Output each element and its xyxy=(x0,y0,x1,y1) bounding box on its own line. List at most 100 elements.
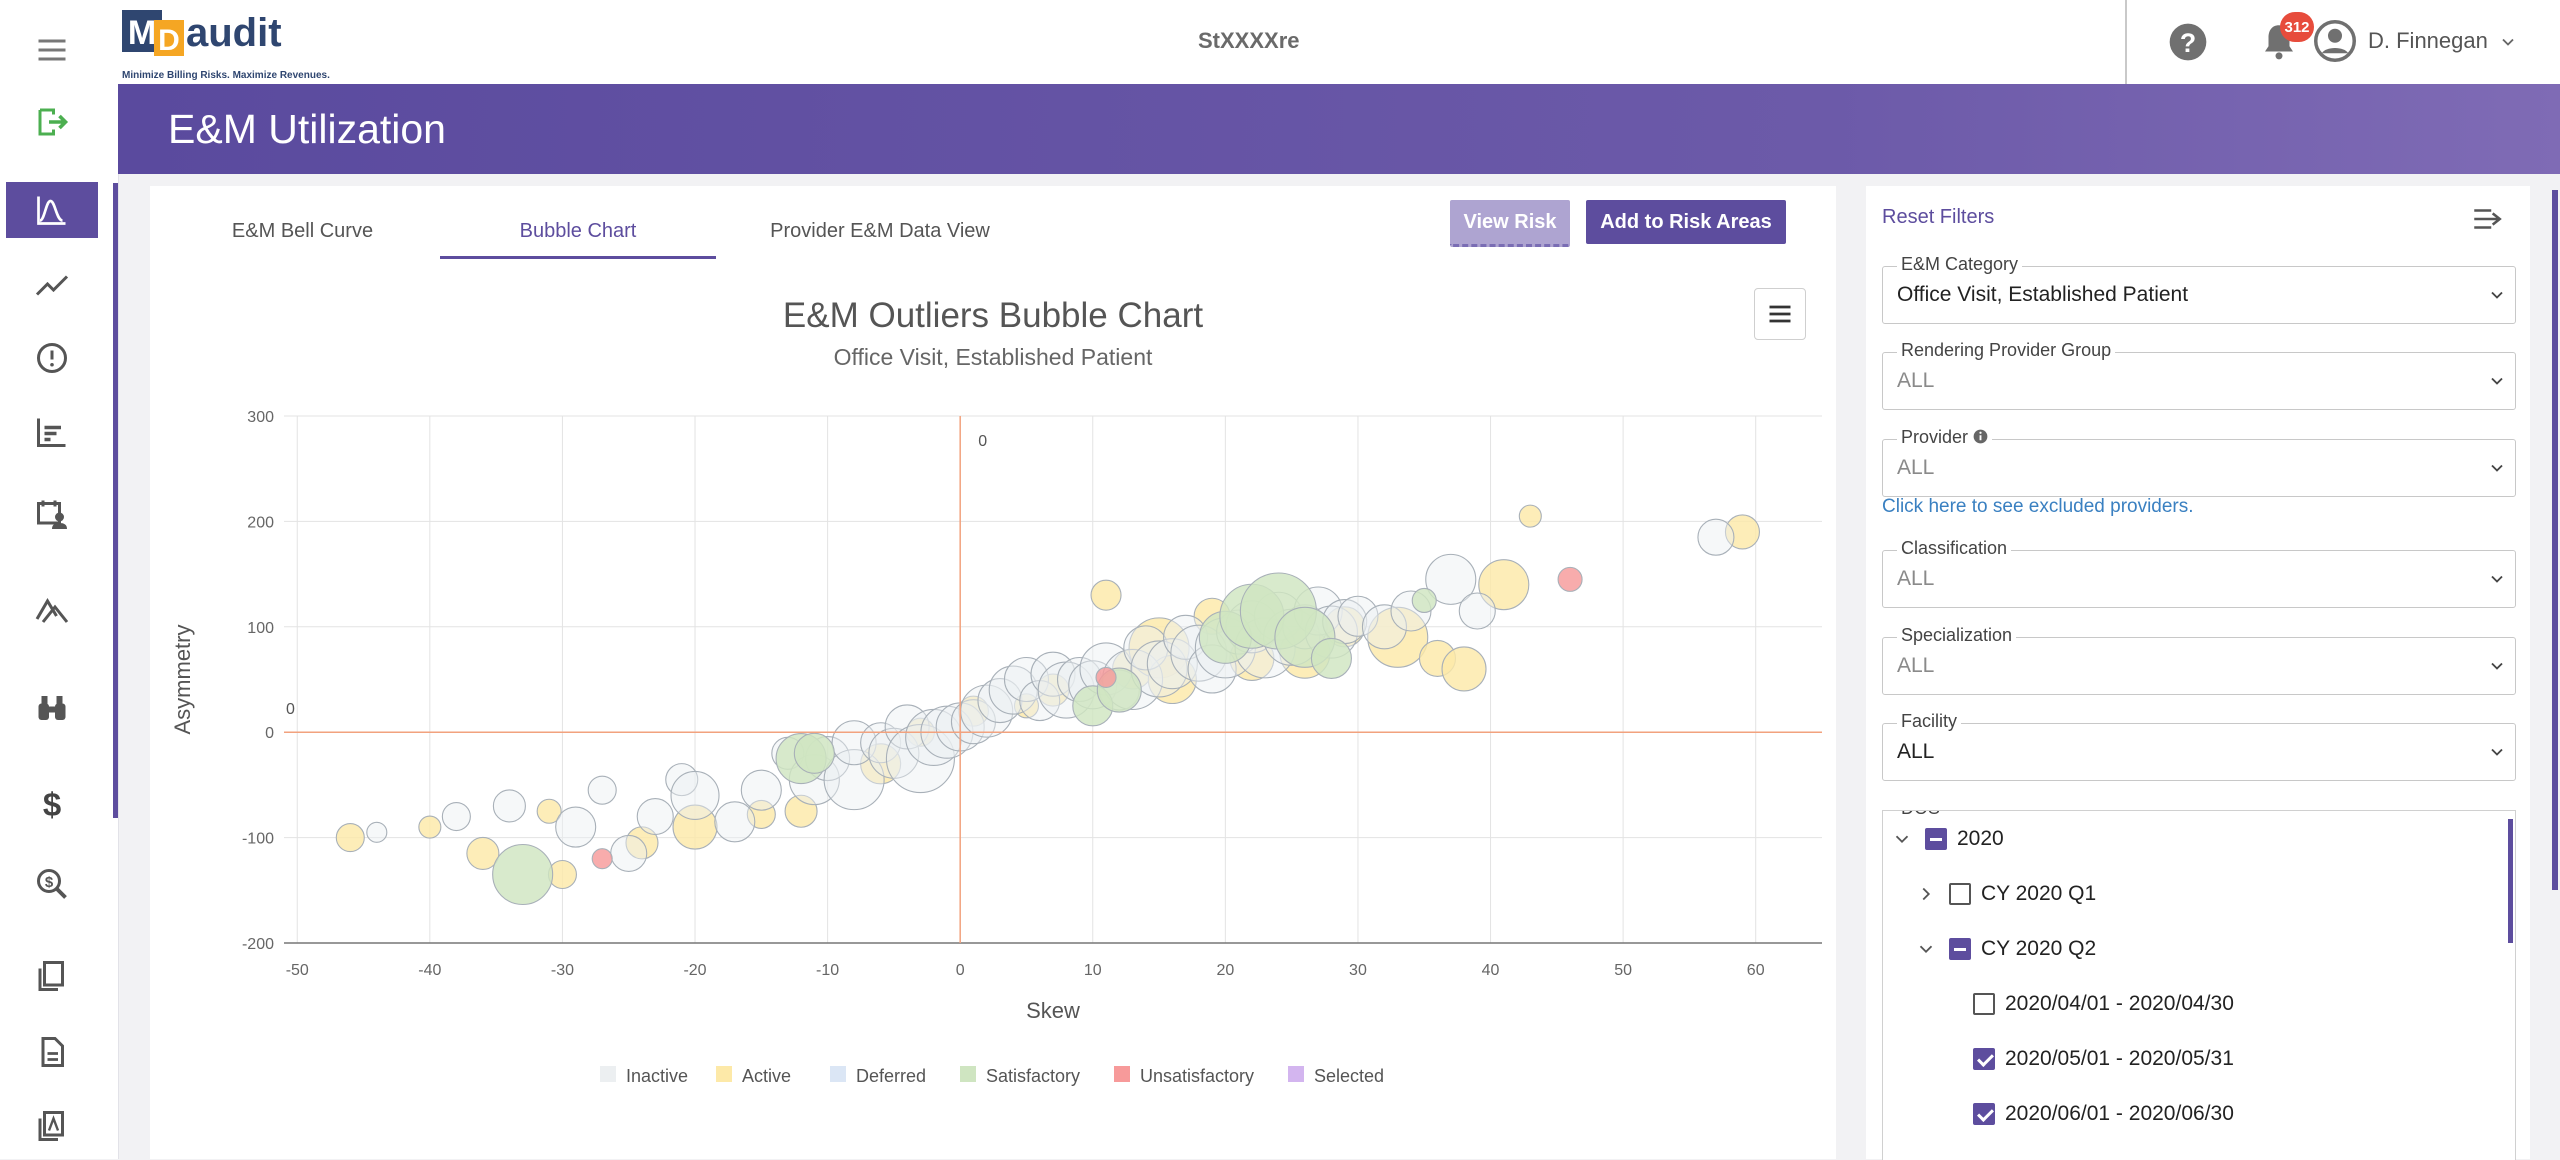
checkbox-cy-2020-q1[interactable] xyxy=(1949,883,1971,905)
svg-text:D: D xyxy=(158,24,180,57)
chevron-right-icon[interactable] xyxy=(1915,883,1937,905)
checkbox-cy-2020-q2[interactable] xyxy=(1949,938,1971,960)
bubble-inactive xyxy=(885,723,955,794)
specialization-select[interactable]: Specialization ALL xyxy=(1882,625,2516,695)
em-category-select[interactable]: E&M Category Office Visit, Established P… xyxy=(1882,254,2516,324)
tree-label-month: 2020/06/01 - 2020/06/30 xyxy=(2005,1102,2234,1125)
trend-line-icon[interactable] xyxy=(6,256,98,312)
legend-item: Active xyxy=(716,1066,791,1086)
svg-text:Minimize Billing Risks. Maximi: Minimize Billing Risks. Maximize Revenue… xyxy=(122,70,330,80)
tab-provider-em-data-view[interactable]: Provider E&M Data View xyxy=(770,219,990,242)
legend-item: Deferred xyxy=(830,1066,926,1086)
rendering-provider-group-label: Rendering Provider Group xyxy=(1897,340,2116,361)
add-to-risk-areas-button[interactable]: Add to Risk Areas xyxy=(1586,200,1786,244)
reset-filters-link[interactable]: Reset Filters xyxy=(1882,206,1995,228)
hamburger-icon xyxy=(1769,305,1791,323)
chevron-down-icon xyxy=(2491,377,2503,385)
bubble-active xyxy=(1518,504,1542,528)
provider-select[interactable]: Provider ALL xyxy=(1882,427,2516,497)
chart-subtitle: Office Visit, Established Patient xyxy=(833,344,1153,370)
user-avatar-icon[interactable] xyxy=(2314,20,2356,62)
bubble-inactive xyxy=(636,797,674,836)
y-tick-label: -100 xyxy=(242,831,274,848)
bubble-inactive xyxy=(1697,518,1735,556)
classification-select[interactable]: Classification ALL xyxy=(1882,538,2516,608)
bubble-active xyxy=(466,836,500,870)
rendering-provider-group-select[interactable]: Rendering Provider Group ALL xyxy=(1882,340,2516,410)
tree-node-month[interactable]: 2020/05/01 - 2020/05/31 xyxy=(1973,1047,2234,1071)
x-tick-label: 20 xyxy=(1216,962,1234,979)
bell-curve-icon[interactable] xyxy=(6,182,98,238)
collapse-panel-icon[interactable] xyxy=(2470,202,2504,236)
excluded-providers-link[interactable]: Click here to see excluded providers. xyxy=(1882,496,2194,517)
legend-label: Selected xyxy=(1314,1066,1384,1086)
mdaudit-logo[interactable]: M D audit Minimize Billing Risks. Maximi… xyxy=(120,6,340,81)
calendar-user-icon[interactable] xyxy=(6,486,98,542)
rendering-provider-group-value: ALL xyxy=(1897,369,1935,392)
tab-em-bell-curve[interactable]: E&M Bell Curve xyxy=(231,219,374,242)
help-icon[interactable]: ? xyxy=(2168,22,2208,62)
y-tick-label: -200 xyxy=(242,936,274,953)
menu-icon[interactable] xyxy=(6,22,98,78)
legend-label: Deferred xyxy=(856,1066,926,1086)
checkbox-2020[interactable] xyxy=(1925,828,1947,850)
dos-scrollbar[interactable] xyxy=(2508,819,2513,943)
legend-swatch xyxy=(1114,1066,1130,1082)
svg-text:$: $ xyxy=(45,874,54,891)
chart-card: E&M Bell Curve Bubble Chart Provider E&M… xyxy=(150,186,1836,1159)
bubble-unsatisfactory xyxy=(591,848,613,870)
bubble-active xyxy=(1441,646,1487,692)
chart-axes: -50 -40 -30 -20 -10 0 10 20 30 40 50 60-200-1000100… xyxy=(170,409,1822,1023)
chevron-down-icon[interactable] xyxy=(1891,828,1913,850)
tab-bubble-chart[interactable]: Bubble Chart xyxy=(440,206,716,259)
legend-swatch xyxy=(830,1066,846,1082)
legend-swatch xyxy=(960,1066,976,1082)
mountain-chart-icon[interactable] xyxy=(6,582,98,638)
search-dollar-icon[interactable]: $ xyxy=(6,856,98,912)
tree-node-month[interactable]: 2020/06/01 - 2020/06/30 xyxy=(1973,1102,2234,1126)
tree-node-cy-2020-q2[interactable]: CY 2020 Q2 xyxy=(1915,937,2096,961)
chevron-down-icon xyxy=(2491,748,2503,756)
em-category-label: E&M Category xyxy=(1897,254,2023,275)
bubble-inactive xyxy=(740,769,782,811)
tree-node-cy-2020-q1[interactable]: CY 2020 Q1 xyxy=(1915,882,2096,906)
bubble-active xyxy=(672,804,718,850)
em-category-value: Office Visit, Established Patient xyxy=(1897,283,2189,306)
bubble-active xyxy=(536,798,562,824)
bubble-active xyxy=(335,823,365,853)
checkbox-month[interactable] xyxy=(1973,1048,1995,1070)
dollar-icon[interactable]: $ xyxy=(6,776,98,832)
provider-value: ALL xyxy=(1897,456,1935,479)
pdf-document-icon[interactable] xyxy=(6,1098,98,1154)
bubble-active xyxy=(1367,606,1429,668)
bubble-inactive xyxy=(1361,604,1408,650)
logout-icon[interactable] xyxy=(6,94,98,150)
checkbox-month[interactable] xyxy=(1973,1103,1995,1125)
view-risk-button[interactable]: View Risk xyxy=(1450,200,1570,247)
provider-label-text: Provider xyxy=(1901,427,1969,447)
svg-text:?: ? xyxy=(2180,28,2196,58)
chevron-down-icon[interactable] xyxy=(2498,32,2518,52)
facility-select[interactable]: Facility ALL xyxy=(1882,711,2516,781)
provider-label: Provider xyxy=(1897,427,1993,448)
tree-node-month[interactable]: 2020/04/01 - 2020/04/30 xyxy=(1973,992,2234,1016)
svg-text:$: $ xyxy=(43,786,61,822)
info-icon[interactable] xyxy=(1973,429,1988,444)
page-scrollbar[interactable] xyxy=(2552,190,2558,890)
document-icon[interactable] xyxy=(6,1024,98,1080)
alert-circle-icon[interactable] xyxy=(6,330,98,386)
y-tick-label: 300 xyxy=(247,409,274,426)
bar-chart-icon[interactable] xyxy=(6,404,98,460)
chevron-down-icon[interactable] xyxy=(1915,938,1937,960)
chart-menu-button[interactable] xyxy=(1754,288,1806,340)
bubble-active xyxy=(1013,693,1040,719)
checkbox-month[interactable] xyxy=(1973,993,1995,1015)
documents-icon[interactable] xyxy=(6,948,98,1004)
user-name[interactable]: D. Finnegan xyxy=(2368,28,2488,53)
tree-node-2020[interactable]: 2020 xyxy=(1891,827,2004,851)
x-tick-label: 50 xyxy=(1614,962,1632,979)
legend-swatch xyxy=(600,1066,616,1082)
binoculars-icon[interactable] xyxy=(6,680,98,736)
bubble-inactive xyxy=(441,801,471,832)
specialization-label: Specialization xyxy=(1897,625,2017,646)
